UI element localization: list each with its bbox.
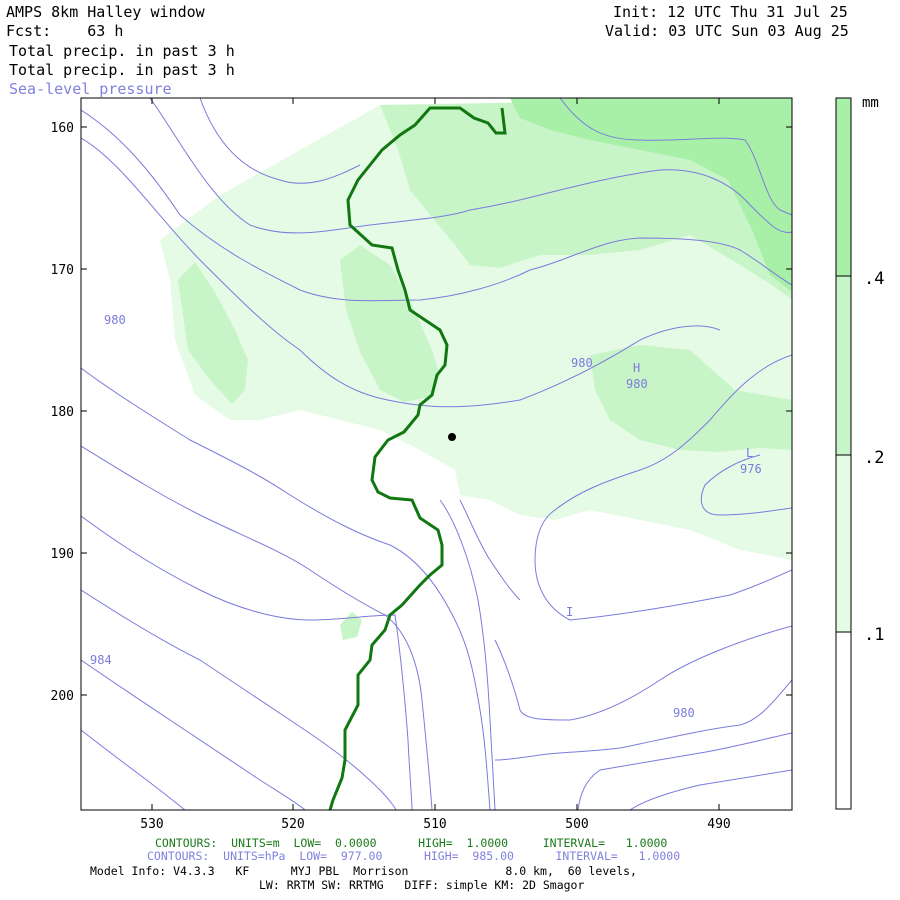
isobar (494, 625, 792, 721)
precip-region-mid-west (178, 262, 248, 404)
y-tick-label: 160 (51, 121, 74, 136)
colorbar-segment (836, 632, 851, 809)
x-tick-label: 500 (565, 817, 588, 832)
isobar (459, 499, 521, 601)
isobar (81, 515, 413, 810)
colorbar-level: .2 (864, 448, 884, 468)
isobar-label: 980 (104, 313, 126, 327)
x-tick-label: 490 (707, 817, 730, 832)
colorbar-level: .1 (864, 625, 884, 645)
isobar (629, 769, 792, 810)
y-tick-label: 180 (51, 405, 74, 420)
precip-region-mid-east (590, 345, 792, 452)
isobar-labels: 980 980 H 980 L 976 984 980 I (90, 313, 762, 720)
colorbar-segment (836, 455, 851, 632)
isobar-label: 984 (90, 653, 112, 667)
isobar-tick-mark: I (566, 605, 573, 619)
y-tick-label: 190 (51, 547, 74, 562)
station-dot (448, 433, 456, 441)
colorbar-segment (836, 276, 851, 455)
isobar (700, 454, 792, 516)
field-label-precip-1: Total precip. in past 3 h (9, 42, 235, 60)
colorbar-frame (835, 97, 852, 810)
high-pressure-letter: H (633, 361, 640, 375)
colorbar-segment (836, 98, 851, 276)
x-tick-label: 510 (423, 817, 446, 832)
x-axis: 530 520 510 500 490 (140, 98, 731, 832)
isobar (559, 98, 792, 216)
isobar (439, 499, 496, 810)
isobar (494, 679, 792, 761)
forecast-hour: Fcst: 63 h (6, 22, 124, 40)
isobar (81, 445, 433, 810)
plot-frame (80, 97, 793, 811)
isobar (81, 367, 491, 810)
model-title: AMPS 8km Halley window (6, 3, 205, 21)
colorbar-unit: mm (862, 95, 879, 111)
valid-time: Valid: 03 UTC Sun 03 Aug 25 (605, 22, 849, 40)
field-label-precip-2: Total precip. in past 3 h (9, 61, 235, 79)
precip-region-mid-center (340, 245, 440, 402)
colorbar: mm .1 .2 .4 (835, 95, 884, 810)
low-pressure-letter: L (746, 446, 753, 460)
y-axis: 160 170 180 190 200 (51, 121, 792, 704)
isobar (577, 732, 792, 810)
isobar (81, 729, 186, 810)
precip-region-heavy (510, 98, 792, 292)
isobar-label: 980 (571, 356, 593, 370)
isobar (199, 98, 361, 184)
precip-shading (160, 98, 792, 640)
precip-region-small-south (340, 612, 362, 640)
footer-contour-info-height: CONTOURS: UNITS=m LOW= 0.0000 HIGH= 1.00… (155, 836, 668, 850)
x-tick-label: 530 (140, 817, 163, 832)
y-tick-label: 200 (51, 689, 74, 704)
isobar (81, 659, 306, 810)
isobar (149, 98, 792, 234)
footer-physics-info: LW: RRTM SW: RRTMG DIFF: simple KM: 2D S… (259, 878, 585, 892)
isobar (81, 589, 397, 810)
coastline (328, 106, 507, 810)
isobar (534, 354, 792, 621)
y-tick-label: 170 (51, 263, 74, 278)
x-tick-label: 520 (281, 817, 304, 832)
init-time: Init: 12 UTC Thu 31 Jul 25 (613, 3, 848, 21)
isobars (81, 98, 792, 810)
field-label-slp: Sea-level pressure (9, 80, 172, 98)
isobar (81, 109, 792, 302)
high-pressure-value: 980 (626, 377, 648, 391)
colorbar-level: .4 (864, 269, 884, 289)
coastline-contour (328, 106, 507, 810)
low-pressure-value: 976 (740, 462, 762, 476)
isobar (81, 137, 721, 408)
footer-model-info: Model Info: V4.3.3 KF MYJ PBL Morrison 8… (90, 864, 637, 878)
isobar-label: 980 (673, 706, 695, 720)
footer-contour-info-pressure: CONTOURS: UNITS=hPa LOW= 977.00 HIGH= 98… (147, 849, 681, 863)
